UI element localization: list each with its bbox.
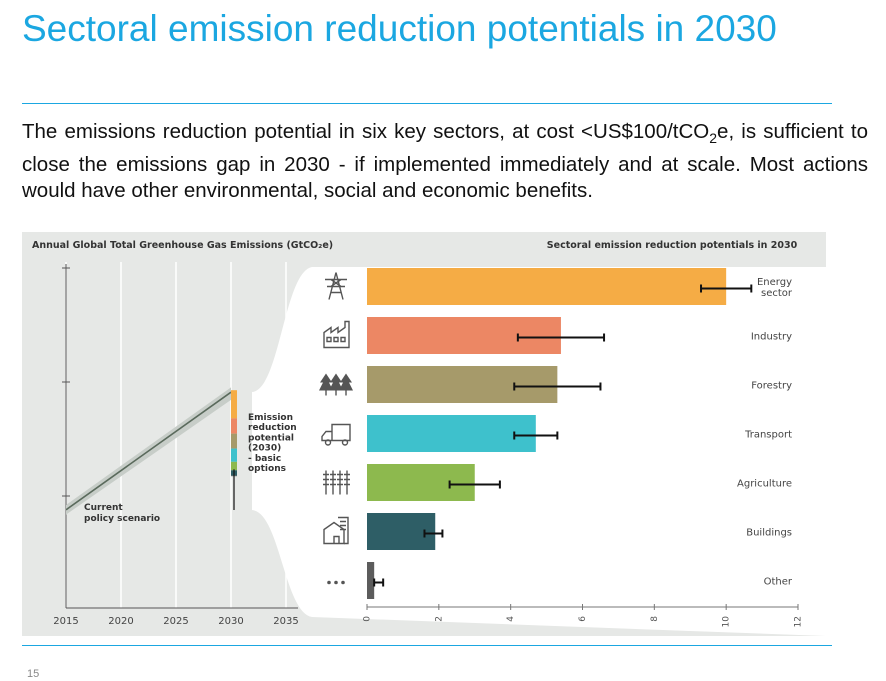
crop-shape — [337, 470, 343, 495]
tree-shape — [339, 373, 353, 391]
tower-shape — [338, 516, 349, 545]
reduction-segment-forestry — [231, 433, 237, 449]
current-policy-label: policy scenario — [84, 514, 160, 524]
page-title: Sectoral emission reduction potentials i… — [22, 8, 777, 49]
category-label: Buildings — [746, 528, 792, 539]
crops-icon — [323, 470, 350, 495]
factory-windows — [326, 336, 346, 343]
bar — [367, 268, 727, 305]
category-label: Forestry — [751, 381, 792, 392]
summary-paragraph: The emissions reduction potential in six… — [22, 119, 868, 205]
bar-row: Agriculture — [367, 464, 798, 501]
reduction-potential-label: Emission — [248, 413, 293, 423]
reduction-segment-industry — [231, 418, 237, 434]
bar — [367, 562, 375, 599]
category-label: Energy — [757, 277, 792, 288]
page-number: 15 — [27, 668, 40, 680]
tree-shape — [319, 373, 333, 391]
bar-x-tick-label: 12 — [794, 616, 804, 627]
category-label: sector — [761, 288, 793, 299]
reduction-potential-label: potential — [248, 433, 294, 443]
emissions-figure: Annual Global Total Greenhouse Gas Emiss… — [22, 232, 826, 636]
truck-icon — [321, 423, 351, 446]
building-icon — [323, 516, 349, 545]
x-tick-label: 2030 — [218, 616, 243, 627]
category-label: Agriculture — [737, 479, 792, 490]
reduction-segment-transport — [231, 448, 237, 462]
x-tick-label: 2020 — [108, 616, 133, 627]
dot — [327, 580, 331, 585]
bar-x-tick-label: 2 — [434, 616, 444, 622]
line-chart-title: Annual Global Total Greenhouse Gas Emiss… — [32, 240, 333, 251]
bar-track — [367, 562, 798, 599]
reduction-segment-agriculture — [231, 461, 237, 471]
tree-shape — [329, 373, 343, 391]
power-pylon-icon — [325, 272, 347, 300]
x-tick-label: 2015 — [53, 616, 78, 627]
factory-shape — [323, 320, 350, 349]
bar-row: Forestry — [367, 366, 798, 403]
bar — [367, 415, 536, 452]
summary-text-rest: e, is sufficient to close the emissions … — [22, 120, 868, 203]
category-label: Other — [764, 577, 793, 588]
summary-text: The emissions reduction potential in six… — [22, 120, 710, 143]
bar — [367, 366, 558, 403]
reduction-potential-label: (2030) — [248, 444, 281, 454]
crop-shape — [330, 470, 336, 495]
category-label: Industry — [751, 332, 792, 343]
bar-track — [367, 513, 798, 550]
bar-row: Other — [367, 562, 798, 599]
current-policy-line — [65, 391, 232, 511]
bar-x-tick-label: 4 — [506, 616, 516, 622]
factory-icon — [323, 320, 350, 349]
bar-x-tick-label: 8 — [650, 616, 660, 622]
category-label: Transport — [744, 430, 792, 441]
bar — [367, 464, 475, 501]
footer-divider — [22, 645, 832, 646]
truck-wheel — [341, 439, 349, 446]
reduction-segment-energy — [231, 390, 237, 419]
reduction-potential-label: options — [248, 464, 286, 474]
crop-shape — [344, 470, 350, 495]
bar-row: Buildings — [367, 513, 798, 550]
current-policy-label: Current — [84, 503, 123, 513]
bar-x-tick-label: 6 — [578, 616, 588, 622]
bar-x-tick-label: 0 — [363, 616, 373, 622]
bar-x-tick-label: 10 — [722, 616, 732, 628]
reduction-potential-label: - basic — [248, 454, 281, 464]
pylon-shape — [325, 272, 347, 300]
trees-icon — [319, 373, 353, 396]
x-tick-label: 2035 — [273, 616, 298, 627]
dot — [341, 580, 345, 585]
bar-row: Transport — [367, 415, 798, 452]
crop-shape — [323, 470, 329, 495]
truck-shape — [321, 423, 351, 442]
bar-chart-title: Sectoral emission reduction potentials i… — [547, 240, 798, 251]
bar-row: Industry — [367, 317, 798, 354]
summary-subscript: 2 — [709, 130, 718, 147]
ellipsis-icon — [327, 580, 345, 585]
reduction-potential-label: reduction — [248, 423, 297, 433]
title-divider — [22, 103, 832, 104]
x-tick-label: 2025 — [163, 616, 188, 627]
emissions-figure-svg: Annual Global Total Greenhouse Gas Emiss… — [22, 232, 826, 636]
house-shape — [323, 521, 345, 545]
dot — [334, 580, 338, 585]
bar — [367, 317, 561, 354]
truck-wheel — [324, 439, 332, 446]
